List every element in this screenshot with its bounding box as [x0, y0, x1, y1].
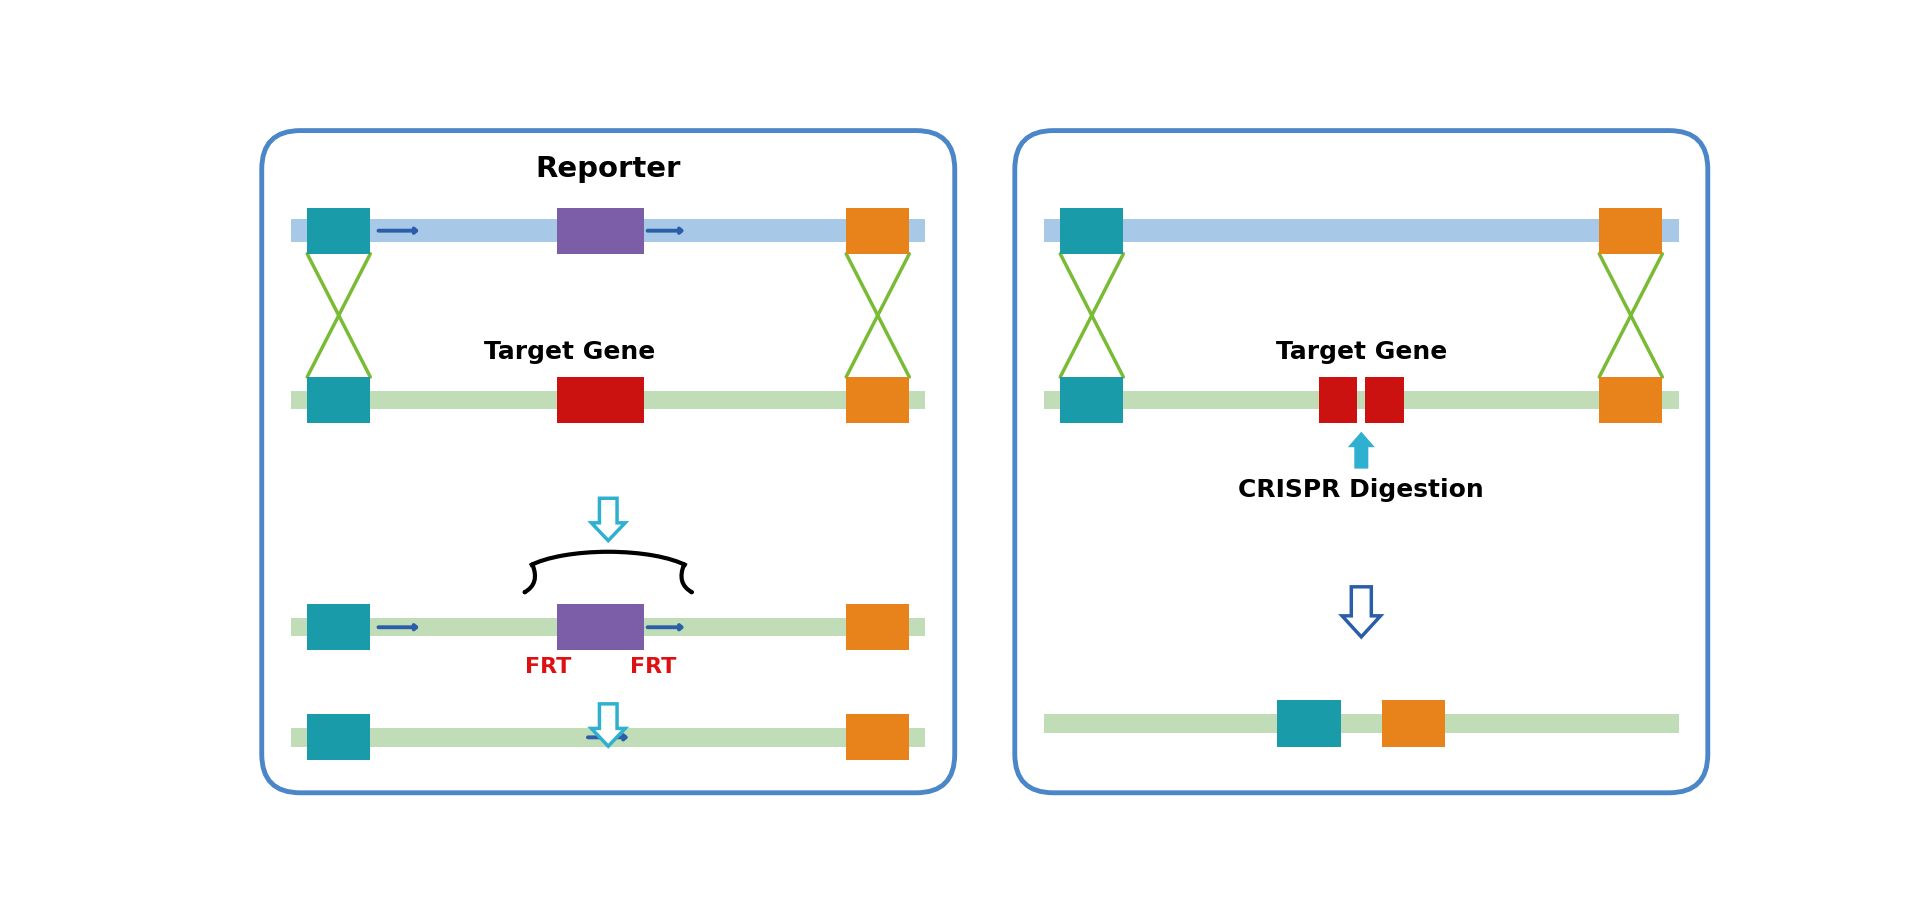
Bar [292, 728, 925, 747]
Bar [1060, 377, 1123, 424]
Bar [847, 715, 910, 760]
Bar [292, 219, 925, 242]
Text: FRT: FRT [524, 657, 572, 677]
Bar [1044, 715, 1678, 733]
Bar [1599, 208, 1663, 253]
Text: Target Gene: Target Gene [484, 340, 655, 364]
Polygon shape [591, 704, 626, 747]
Bar [557, 604, 643, 651]
Bar [307, 208, 371, 253]
Bar [1060, 208, 1123, 253]
Bar [847, 208, 910, 253]
Bar [307, 715, 371, 760]
Text: CRISPR Digestion: CRISPR Digestion [1238, 479, 1484, 502]
Bar [292, 391, 925, 409]
Bar [1277, 700, 1340, 747]
Bar [1365, 377, 1404, 424]
Bar [1319, 377, 1357, 424]
Bar [1599, 377, 1663, 424]
Bar [292, 618, 925, 637]
Polygon shape [1348, 432, 1375, 468]
Text: Reporter: Reporter [536, 155, 682, 183]
Bar [1382, 700, 1446, 747]
FancyBboxPatch shape [1016, 131, 1707, 792]
Bar [1044, 219, 1678, 242]
Bar [307, 377, 371, 424]
Bar [847, 604, 910, 651]
Polygon shape [1342, 587, 1380, 637]
Text: Target Gene: Target Gene [1275, 340, 1448, 364]
FancyArrowPatch shape [682, 565, 691, 592]
Bar [557, 377, 643, 424]
Polygon shape [591, 499, 626, 541]
Bar [307, 604, 371, 651]
FancyArrowPatch shape [524, 565, 536, 592]
Bar [847, 377, 910, 424]
Bar [557, 208, 643, 253]
Text: FRT: FRT [630, 657, 676, 677]
FancyBboxPatch shape [261, 131, 954, 792]
Bar [1044, 391, 1678, 409]
